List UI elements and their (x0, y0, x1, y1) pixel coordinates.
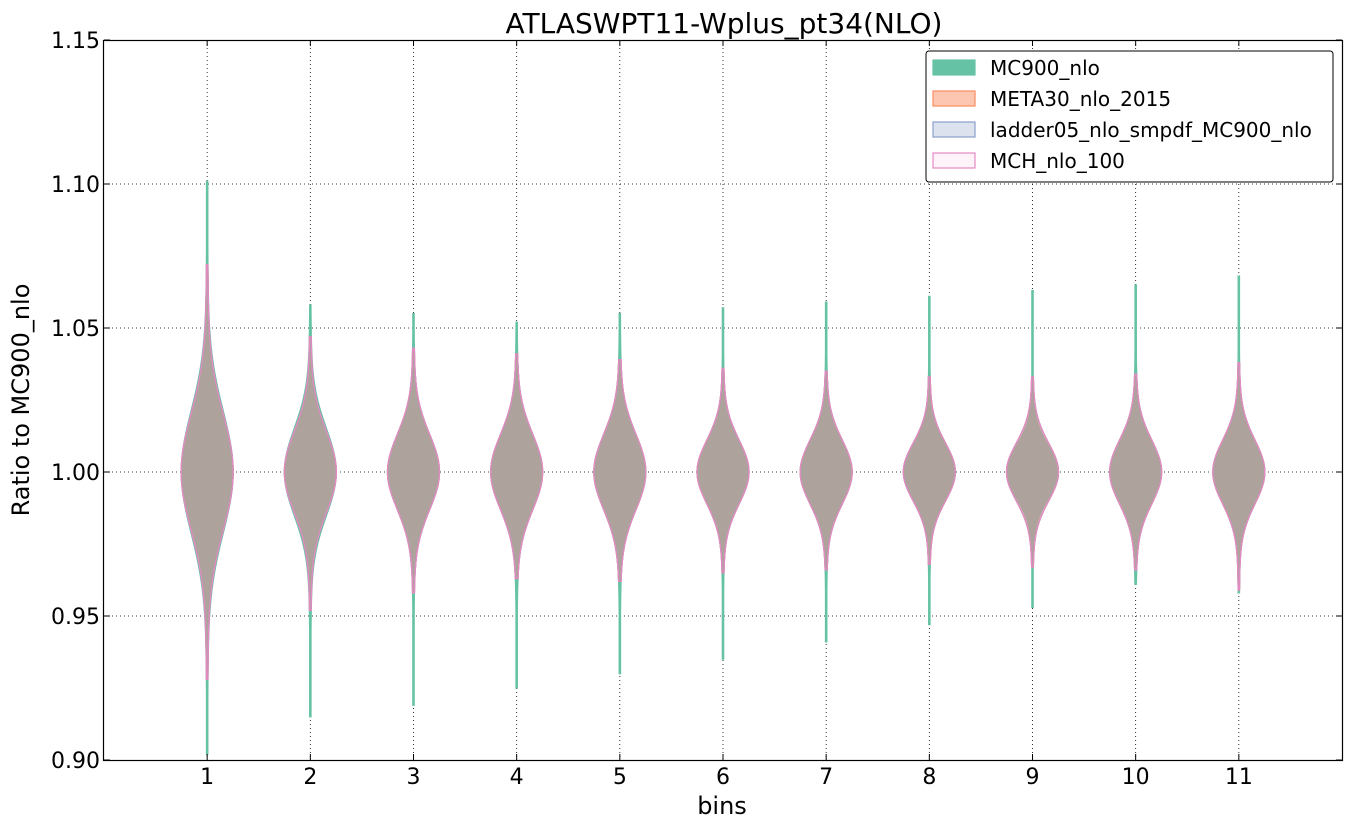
legend-label: ladder05_nlo_smpdf_MC900_nlo (990, 118, 1312, 142)
violin-mark (1109, 373, 1163, 571)
violin-series (180, 264, 1266, 680)
legend-swatch (932, 59, 976, 76)
y-tick-label: 0.95 (51, 605, 100, 630)
y-tick-label: 0.90 (51, 749, 100, 774)
x-tick-label: 3 (407, 765, 421, 790)
y-tick-label: 1.15 (51, 29, 100, 54)
x-axis: 1 2 3 4 5 6 7 8 9 10 11 (200, 40, 1253, 790)
x-tick-label: 11 (1225, 765, 1253, 790)
violin-mark (283, 336, 337, 611)
violin-mark (1005, 376, 1060, 568)
legend-label: MCH_nlo_100 (990, 149, 1125, 173)
violin-mark (490, 353, 544, 580)
x-tick-label: 10 (1122, 765, 1150, 790)
x-tick-label: 2 (303, 765, 317, 790)
chart-title: ATLASWPT11-Wplus_pt34(NLO) (506, 7, 943, 40)
x-tick-label: 8 (922, 765, 936, 790)
x-tick-label: 1 (200, 765, 214, 790)
y-tick-label: 1.00 (51, 461, 100, 486)
y-tick-label: 1.10 (51, 173, 100, 198)
legend-swatch (932, 121, 976, 138)
violin-mark (593, 359, 647, 583)
violins (180, 180, 1266, 755)
y-axis: 0.90 0.95 1.00 1.05 1.10 1.15 (51, 29, 1342, 774)
violin-mark (799, 370, 853, 571)
x-tick-label: 7 (819, 765, 833, 790)
legend-swatch (932, 152, 976, 169)
violin-mark (902, 376, 956, 565)
x-tick-label: 4 (510, 765, 524, 790)
violin-mark (386, 347, 441, 594)
violin-mark (180, 264, 234, 680)
violin-mark (696, 367, 750, 574)
x-tick-label: 5 (613, 765, 627, 790)
violin-mark (1212, 361, 1266, 591)
y-tick-label: 1.05 (51, 317, 100, 342)
legend-frame (925, 50, 1334, 183)
legend-label: MC900_nlo (990, 56, 1100, 80)
legend-label: META30_nlo_2015 (990, 87, 1171, 111)
legend-swatch (932, 90, 976, 107)
x-tick-label: 6 (716, 765, 730, 790)
legend: MC900_nlo META30_nlo_2015 ladder05_nlo_smp… (925, 50, 1334, 183)
x-axis-label: bins (697, 792, 747, 820)
x-tick-label: 9 (1026, 765, 1040, 790)
y-axis-label: Ratio to MC900_nlo (7, 284, 35, 517)
